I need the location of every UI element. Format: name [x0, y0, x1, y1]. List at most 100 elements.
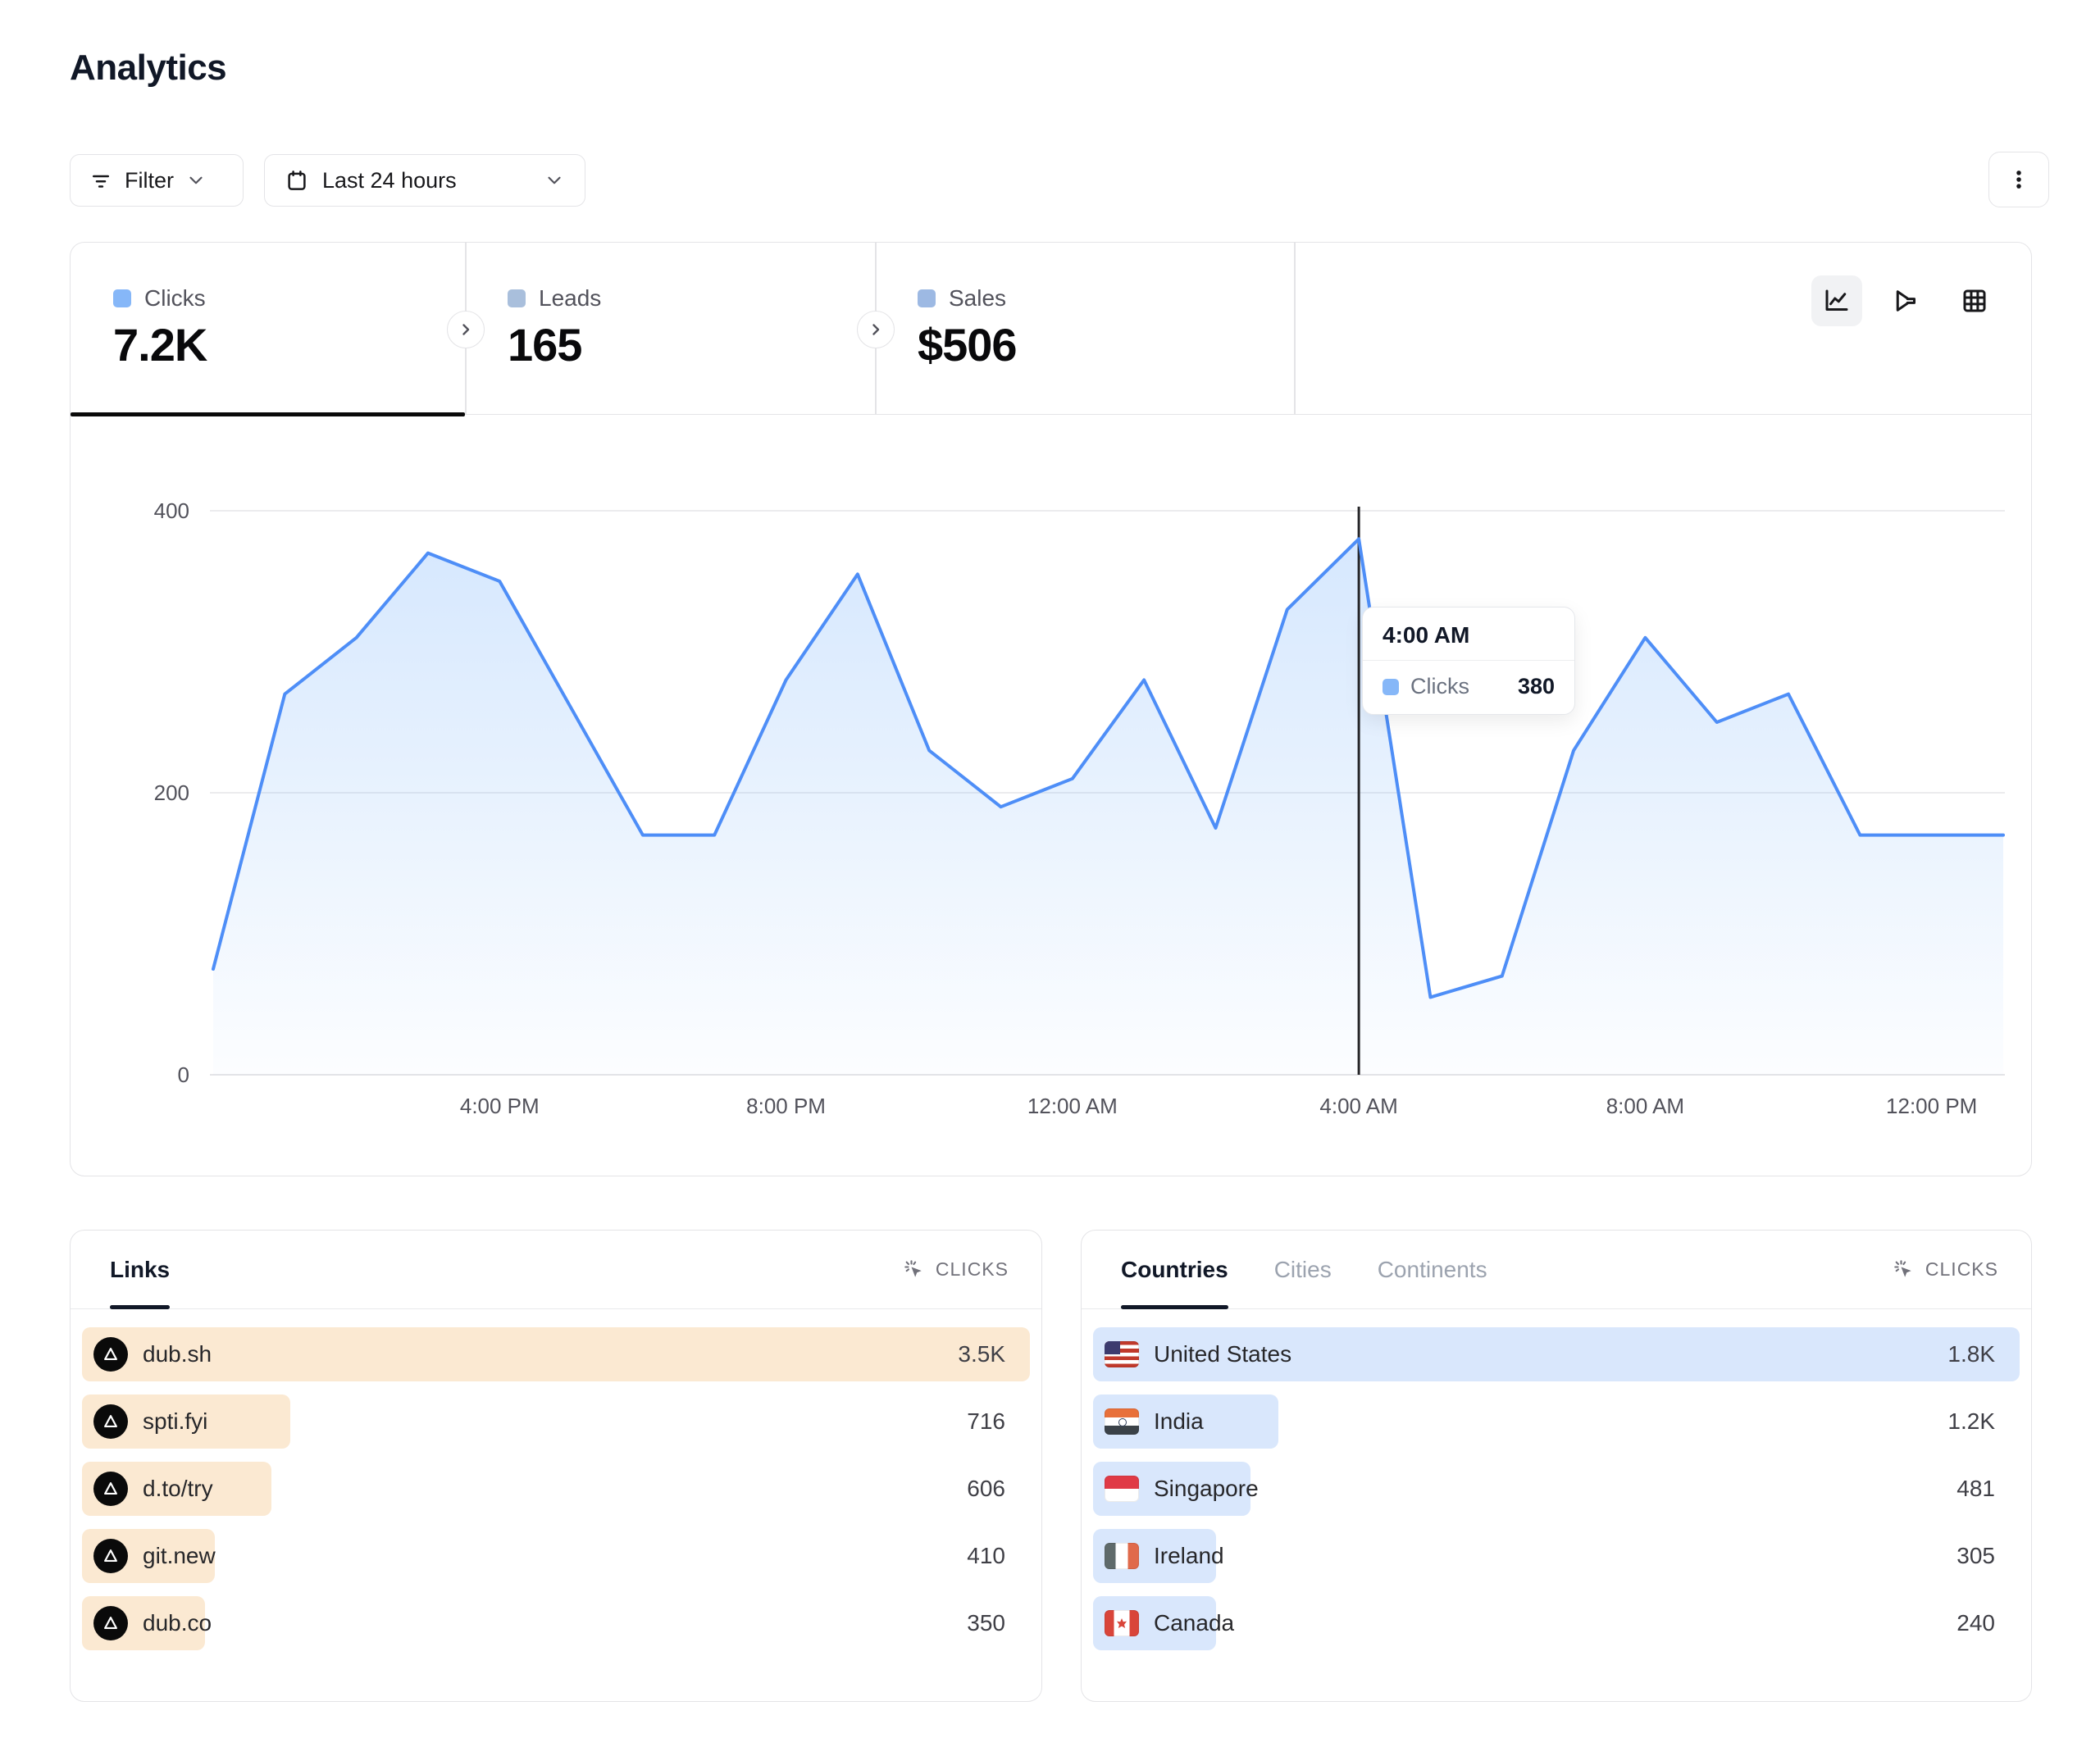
active-tab-underline: [71, 412, 465, 416]
dub-logo-avatar: [93, 1539, 128, 1573]
x-axis-tick: 4:00 PM: [460, 1094, 540, 1118]
link-clicks-value: 716: [967, 1408, 1005, 1434]
tab-clicks[interactable]: Clicks 7.2K: [71, 243, 465, 416]
geo-metric-header[interactable]: CLICKS: [1893, 1258, 1998, 1281]
table-grid-icon: [1963, 289, 1986, 312]
line-chart-icon: [1825, 289, 1848, 311]
leads-label: Leads: [539, 285, 602, 311]
link-row[interactable]: dub.sh 3.5K: [82, 1327, 1030, 1381]
link-row[interactable]: d.to/try 606: [82, 1462, 1030, 1516]
clicks-area-chart[interactable]: 0 200 400 4:00 PM 8:00 PM 12:00 AM 4:00 AM 8:00…: [71, 415, 2033, 1176]
country-label: Ireland: [1154, 1543, 1224, 1568]
filter-button[interactable]: Filter: [70, 154, 244, 207]
link-row[interactable]: git.new 410: [82, 1529, 1030, 1583]
dub-logo-avatar: [93, 1472, 128, 1506]
country-flag-icon: [1105, 1408, 1139, 1435]
chevron-right-icon: [872, 324, 880, 335]
link-label: d.to/try: [143, 1476, 213, 1501]
tooltip-series-label: Clicks: [1410, 674, 1469, 698]
links-list: dub.sh 3.5K spti.fyi 716 d.to/try 606 gi…: [82, 1327, 1030, 1650]
country-label: United States: [1154, 1341, 1292, 1367]
clicks-indicator: [113, 289, 131, 307]
funnel-chart-icon: [1896, 290, 1916, 312]
country-row[interactable]: Canada 240: [1093, 1596, 2020, 1650]
filter-icon: [89, 168, 113, 193]
next-metric-button[interactable]: [447, 311, 485, 348]
country-label: Canada: [1154, 1610, 1235, 1636]
date-range-label: Last 24 hours: [322, 167, 457, 193]
tab-links[interactable]: Links: [110, 1231, 171, 1309]
clicks-label: Clicks: [144, 285, 206, 311]
country-row[interactable]: United States 1.8K: [1093, 1327, 2020, 1381]
next-metric-button[interactable]: [857, 311, 895, 348]
analytics-card: Clicks 7.2K Leads 165 Sales $506: [70, 242, 2032, 1176]
geo-list: United States 1.8K India 1.2K Singapore …: [1093, 1327, 2020, 1650]
funnel-view-button[interactable]: [1880, 275, 1931, 326]
links-metric-header[interactable]: CLICKS: [903, 1258, 1009, 1281]
link-row[interactable]: dub.co 350: [82, 1596, 1030, 1650]
link-clicks-value: 3.5K: [958, 1341, 1005, 1367]
date-range-button[interactable]: Last 24 hours: [264, 154, 585, 207]
country-clicks-value: 481: [1957, 1476, 1995, 1501]
country-clicks-value: 240: [1957, 1610, 1995, 1636]
chart-canvas[interactable]: 0 200 400 4:00 PM 8:00 PM 12:00 AM 4:00 AM 8:00…: [71, 243, 2033, 1177]
leads-value: 165: [508, 319, 582, 371]
country-flag-icon: [1105, 1341, 1139, 1367]
geo-panel: Countries Cities Continents CLICKS Unite…: [1081, 1230, 2032, 1702]
y-axis-tick: 200: [154, 780, 189, 805]
tab-cities[interactable]: Cities: [1273, 1256, 1332, 1282]
sales-value: $506: [918, 319, 1018, 371]
link-label: dub.sh: [143, 1341, 212, 1367]
kebab-menu-icon: [2007, 167, 2031, 192]
sales-indicator: [918, 289, 936, 307]
cursor-click-icon: [1894, 1259, 1911, 1277]
link-label: dub.co: [143, 1610, 212, 1636]
y-axis-tick: 400: [154, 498, 189, 523]
clicks-value: 7.2K: [113, 319, 207, 371]
tab-divider: [1294, 243, 1296, 415]
country-clicks-value: 305: [1957, 1543, 1995, 1568]
x-axis-tick: 12:00 PM: [1886, 1094, 1977, 1118]
dub-logo-avatar: [93, 1404, 128, 1439]
dub-logo-avatar: [93, 1606, 128, 1640]
more-options-button[interactable]: [1988, 152, 2049, 207]
line-chart-view-button[interactable]: [1811, 275, 1862, 326]
leads-indicator: [508, 289, 526, 307]
tab-continents[interactable]: Continents: [1377, 1256, 1487, 1282]
link-label: git.new: [143, 1543, 216, 1568]
cursor-click-icon: [904, 1259, 922, 1277]
x-axis-tick: 8:00 PM: [746, 1094, 826, 1118]
chevron-right-icon: [462, 324, 470, 335]
country-row[interactable]: Singapore 481: [1093, 1462, 2020, 1516]
chevron-down-icon: [544, 170, 565, 191]
sales-label: Sales: [949, 285, 1007, 311]
link-clicks-value: 606: [967, 1476, 1005, 1501]
tab-leads[interactable]: Leads 165: [465, 243, 875, 415]
country-row[interactable]: India 1.2K: [1093, 1394, 2020, 1449]
country-clicks-value: 1.8K: [1947, 1341, 1995, 1367]
country-flag-icon: [1105, 1610, 1139, 1636]
country-flag-icon: [1105, 1543, 1139, 1569]
chart-view-toggle: [1811, 275, 2000, 326]
tooltip-series-indicator: [1383, 678, 1399, 695]
tooltip-value: 380: [1517, 674, 1555, 698]
area-fill: [213, 539, 2003, 1075]
table-view-button[interactable]: [1949, 275, 2000, 326]
geo-metric-label: CLICKS: [1925, 1258, 1998, 1280]
calendar-icon: [285, 168, 309, 193]
link-clicks-value: 410: [967, 1543, 1005, 1568]
tab-sales[interactable]: Sales $506: [875, 243, 1294, 415]
links-panel: Links CLICKS dub.sh 3.5K spti.fyi: [70, 1230, 1042, 1702]
x-axis-tick: 8:00 AM: [1606, 1094, 1684, 1118]
link-clicks-value: 350: [967, 1610, 1005, 1636]
clicks-line: [212, 537, 2005, 999]
dub-logo-avatar: [93, 1337, 128, 1372]
links-metric-label: CLICKS: [935, 1258, 1009, 1280]
chart-tooltip: 4:00 AM Clicks 380: [1362, 607, 1575, 715]
country-row[interactable]: Ireland 305: [1093, 1529, 2020, 1583]
x-axis-tick: 12:00 AM: [1027, 1094, 1118, 1118]
country-label: Singapore: [1154, 1476, 1259, 1501]
tab-countries[interactable]: Countries: [1121, 1231, 1228, 1309]
link-row[interactable]: spti.fyi 716: [82, 1394, 1030, 1449]
